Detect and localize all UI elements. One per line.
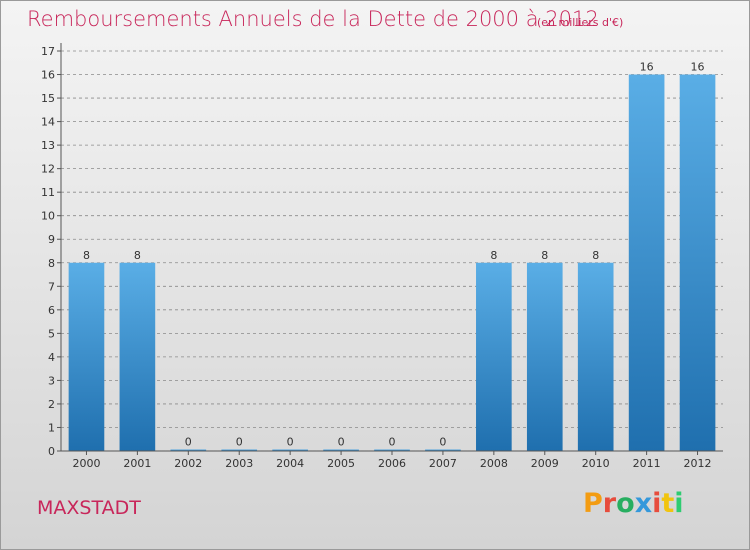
chart-title: Remboursements Annuels de la Dette de 20… — [27, 7, 599, 31]
bar-2010 — [577, 262, 614, 451]
bar-2008 — [476, 262, 512, 451]
proxiti-logo[interactable]: Proxiti — [583, 488, 684, 519]
bar-value-label: 8 — [541, 249, 548, 262]
x-tick-label: 2005 — [327, 457, 355, 470]
y-tick-label: 7 — [48, 280, 55, 293]
logo-letter: P — [583, 488, 603, 519]
x-tick-label: 2002 — [174, 457, 202, 470]
x-tick-label: 2004 — [276, 457, 304, 470]
bar-value-label: 0 — [389, 436, 396, 449]
bar-value-label: 8 — [83, 249, 90, 262]
bar-value-label: 16 — [640, 61, 654, 74]
logo-letter: x — [634, 488, 653, 519]
x-tick-label: 2001 — [123, 457, 151, 470]
y-tick-label: 5 — [48, 327, 55, 340]
bar-value-label: 0 — [338, 436, 345, 449]
logo-letter: i — [652, 488, 662, 519]
bar-value-label: 16 — [691, 61, 705, 74]
logo-letter: o — [616, 488, 635, 519]
x-tick-label: 2012 — [684, 457, 712, 470]
y-tick-label: 16 — [41, 69, 55, 82]
logo-letter: i — [674, 488, 684, 519]
bar-2004 — [272, 449, 308, 451]
x-tick-label: 2006 — [378, 457, 406, 470]
y-tick-label: 17 — [41, 45, 55, 58]
y-tick-label: 11 — [41, 186, 55, 199]
y-tick-label: 13 — [41, 139, 55, 152]
bar-value-label: 8 — [134, 249, 141, 262]
bar-2009 — [526, 262, 563, 451]
y-tick-label: 8 — [48, 257, 55, 270]
bar-value-label: 0 — [185, 436, 192, 449]
x-tick-label: 2007 — [429, 457, 457, 470]
bar-2007 — [425, 449, 461, 451]
y-tick-label: 2 — [48, 398, 55, 411]
y-tick-label: 1 — [48, 421, 55, 434]
x-tick-label: 2008 — [480, 457, 508, 470]
bar-2012 — [679, 74, 716, 451]
bar-2001 — [119, 262, 156, 451]
bar-2003 — [221, 449, 258, 451]
y-tick-label: 14 — [41, 116, 55, 129]
bar-value-label: 0 — [236, 436, 243, 449]
logo-letter: r — [602, 488, 617, 519]
bar-2000 — [68, 262, 105, 451]
bar-value-label: 0 — [287, 436, 294, 449]
x-tick-label: 2010 — [582, 457, 610, 470]
city-name: MAXSTADT — [37, 497, 141, 519]
y-tick-label: 15 — [41, 92, 55, 105]
chart-subtitle: (en milliers d'€) — [537, 16, 624, 29]
bar-value-label: 8 — [490, 249, 497, 262]
y-tick-label: 9 — [48, 233, 55, 246]
bar-2005 — [323, 449, 359, 451]
bar-value-label: 0 — [439, 436, 446, 449]
x-tick-label: 2011 — [633, 457, 661, 470]
x-tick-label: 2000 — [72, 457, 100, 470]
logo-letter: t — [661, 488, 675, 519]
bar-2006 — [374, 449, 410, 451]
bar-2011 — [628, 74, 665, 451]
x-tick-label: 2009 — [531, 457, 559, 470]
x-tick-label: 2003 — [225, 457, 253, 470]
y-tick-label: 3 — [48, 374, 55, 387]
y-tick-label: 6 — [48, 304, 55, 317]
y-tick-label: 10 — [41, 210, 55, 223]
y-tick-label: 12 — [41, 163, 55, 176]
y-tick-label: 0 — [48, 445, 55, 458]
bar-2002 — [170, 449, 207, 451]
bar-value-label: 8 — [592, 249, 599, 262]
y-tick-label: 4 — [48, 351, 55, 364]
